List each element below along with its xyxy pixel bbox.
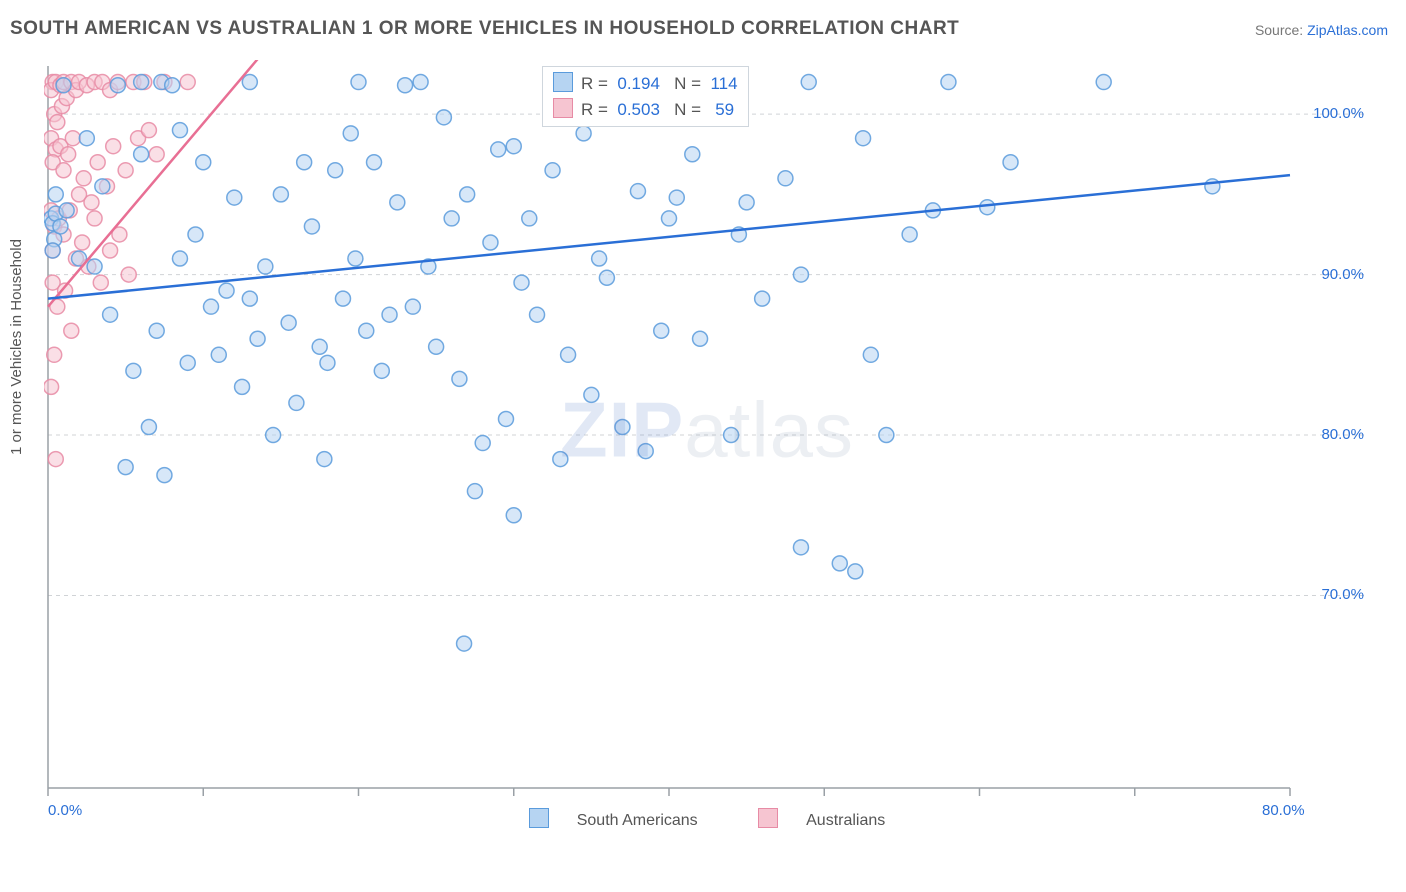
corr-n-series1: 114 xyxy=(710,74,737,93)
y-tick-label: 90.0% xyxy=(1321,266,1364,283)
swatch-series2-icon xyxy=(553,98,573,118)
chart-title: SOUTH AMERICAN VS AUSTRALIAN 1 OR MORE V… xyxy=(10,18,959,40)
y-tick-label: 80.0% xyxy=(1321,426,1364,443)
swatch-series1-icon xyxy=(553,72,573,92)
chart-plot-area: ZIPatlas R = 0.194 N = 114 R = 0.503 N =… xyxy=(44,60,1370,830)
legend-label-series2: Australians xyxy=(806,812,885,829)
chart-svg xyxy=(44,60,1370,830)
y-tick-label: 70.0% xyxy=(1321,586,1364,603)
source-citation: Source: ZipAtlas.com xyxy=(1255,22,1388,38)
legend-label-series1: South Americans xyxy=(577,812,698,829)
corr-r-series2: 0.503 xyxy=(617,100,660,119)
legend-series2: Australians xyxy=(744,812,899,829)
legend-series1: South Americans xyxy=(515,812,712,829)
legend-swatch-series2-icon xyxy=(758,808,778,828)
corr-row-series2: R = 0.503 N = 59 xyxy=(553,97,738,123)
legend-swatch-series1-icon xyxy=(529,808,549,828)
correlation-box: R = 0.194 N = 114 R = 0.503 N = 59 xyxy=(542,66,749,127)
corr-n-series2: 59 xyxy=(715,100,734,119)
source-prefix: Source: xyxy=(1255,22,1307,38)
legend-bottom: South Americans Australians xyxy=(44,808,1370,830)
corr-row-series1: R = 0.194 N = 114 xyxy=(553,71,738,97)
source-link[interactable]: ZipAtlas.com xyxy=(1307,22,1388,38)
corr-r-series1: 0.194 xyxy=(617,74,660,93)
y-axis-label: 1 or more Vehicles in Household xyxy=(8,239,25,455)
y-tick-label: 100.0% xyxy=(1313,105,1364,122)
